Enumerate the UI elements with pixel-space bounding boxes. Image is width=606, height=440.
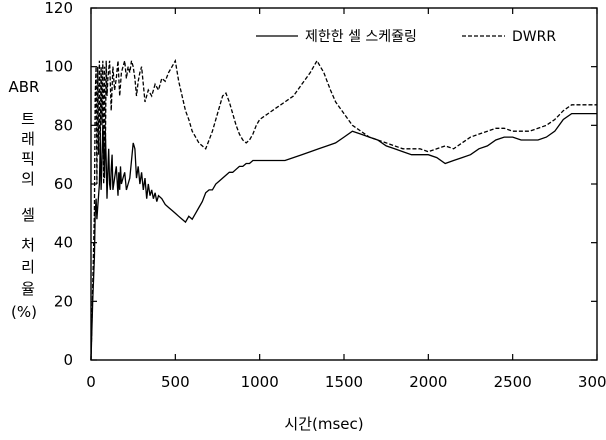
y-tick-label: 100: [44, 58, 73, 76]
y-axis-label-part: 율: [21, 280, 35, 298]
y-tick-label: 80: [54, 116, 73, 134]
y-tick-label: 20: [54, 292, 73, 310]
legend-label: 제한한 셀 스케쥴링: [305, 29, 417, 45]
y-axis-label-part: 처: [21, 236, 35, 254]
y-axis-label-part: 픽: [21, 150, 35, 168]
y-axis-label-part: ABR: [9, 78, 40, 96]
x-axis-label: 시간(msec): [284, 415, 363, 433]
x-tick-label: 1000: [241, 373, 279, 391]
y-axis-label-part: 리: [21, 258, 35, 276]
y-tick-label: 0: [63, 351, 73, 369]
y-axis-label-part: 래: [21, 130, 35, 148]
series-line-dwrr: [90, 58, 597, 361]
x-tick-label: 2000: [409, 373, 447, 391]
x-tick-label: 1500: [325, 373, 363, 391]
legend: 제한한 셀 스케쥴링 DWRR: [256, 29, 556, 45]
x-tick-label: 2500: [494, 373, 532, 391]
y-tick-label: 120: [44, 0, 73, 17]
y-axis-label-part: 트: [21, 110, 35, 128]
x-tick-label: 500: [161, 373, 190, 391]
series-lines: [90, 58, 597, 361]
y-axis-label-part: (%): [11, 303, 37, 321]
plot-frame: [90, 7, 598, 361]
y-tick-label: 40: [54, 234, 73, 252]
y-tick-label: 60: [54, 175, 73, 193]
x-tick-label: 0: [86, 373, 96, 391]
series-line-limited-cell-scheduling: [90, 112, 597, 361]
legend-label: DWRR: [512, 29, 556, 45]
y-axis-label-part: 의: [21, 170, 35, 188]
y-axis-label-part: 셀: [21, 206, 35, 224]
